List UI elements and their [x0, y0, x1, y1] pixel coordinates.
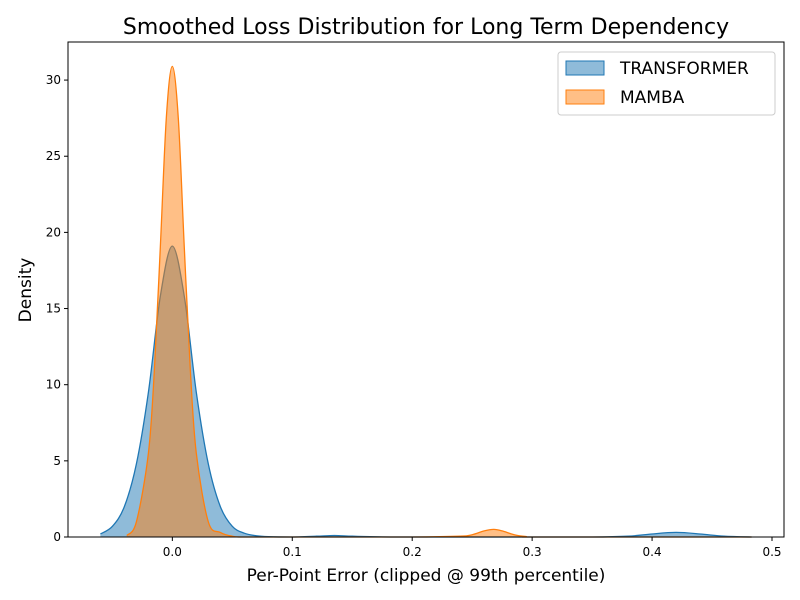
y-tick-label: 15	[46, 302, 61, 316]
legend-swatch-mamba	[565, 89, 605, 105]
chart-title: Smoothed Loss Distribution for Long Term…	[123, 15, 729, 40]
legend: TRANSFORMER MAMBA	[557, 51, 776, 116]
plot-frame	[67, 41, 785, 538]
y-tick-label: 10	[46, 378, 61, 392]
y-axis-label: Density	[16, 258, 36, 323]
x-tick-label: 0.2	[403, 545, 422, 559]
legend-label-mamba: MAMBA	[620, 88, 685, 108]
legend-swatch-transformer	[565, 60, 605, 76]
x-tick-label: 0.4	[643, 545, 662, 559]
y-tick-label: 20	[46, 225, 61, 239]
y-tick-label: 0	[53, 530, 61, 544]
y-axis-ticks: 0 5 10 15 20 25 30	[46, 73, 68, 544]
series-areas	[100, 65, 752, 538]
legend-label-transformer: TRANSFORMER	[619, 59, 749, 79]
legend-box	[557, 51, 776, 116]
x-axis-ticks: 0.0 0.1 0.2 0.3 0.4 0.5	[163, 537, 782, 559]
x-tick-label: 0.3	[523, 545, 542, 559]
y-tick-label: 30	[46, 73, 61, 87]
series-line-mamba	[126, 65, 752, 538]
y-tick-label: 25	[46, 149, 61, 163]
y-tick-label: 5	[53, 454, 61, 468]
x-tick-label: 0.5	[762, 545, 781, 559]
series-area-mamba	[126, 66, 752, 538]
x-axis-label: Per-Point Error (clipped @ 99th percenti…	[247, 566, 606, 586]
x-tick-label: 0.0	[163, 545, 182, 559]
x-tick-label: 0.1	[283, 545, 302, 559]
